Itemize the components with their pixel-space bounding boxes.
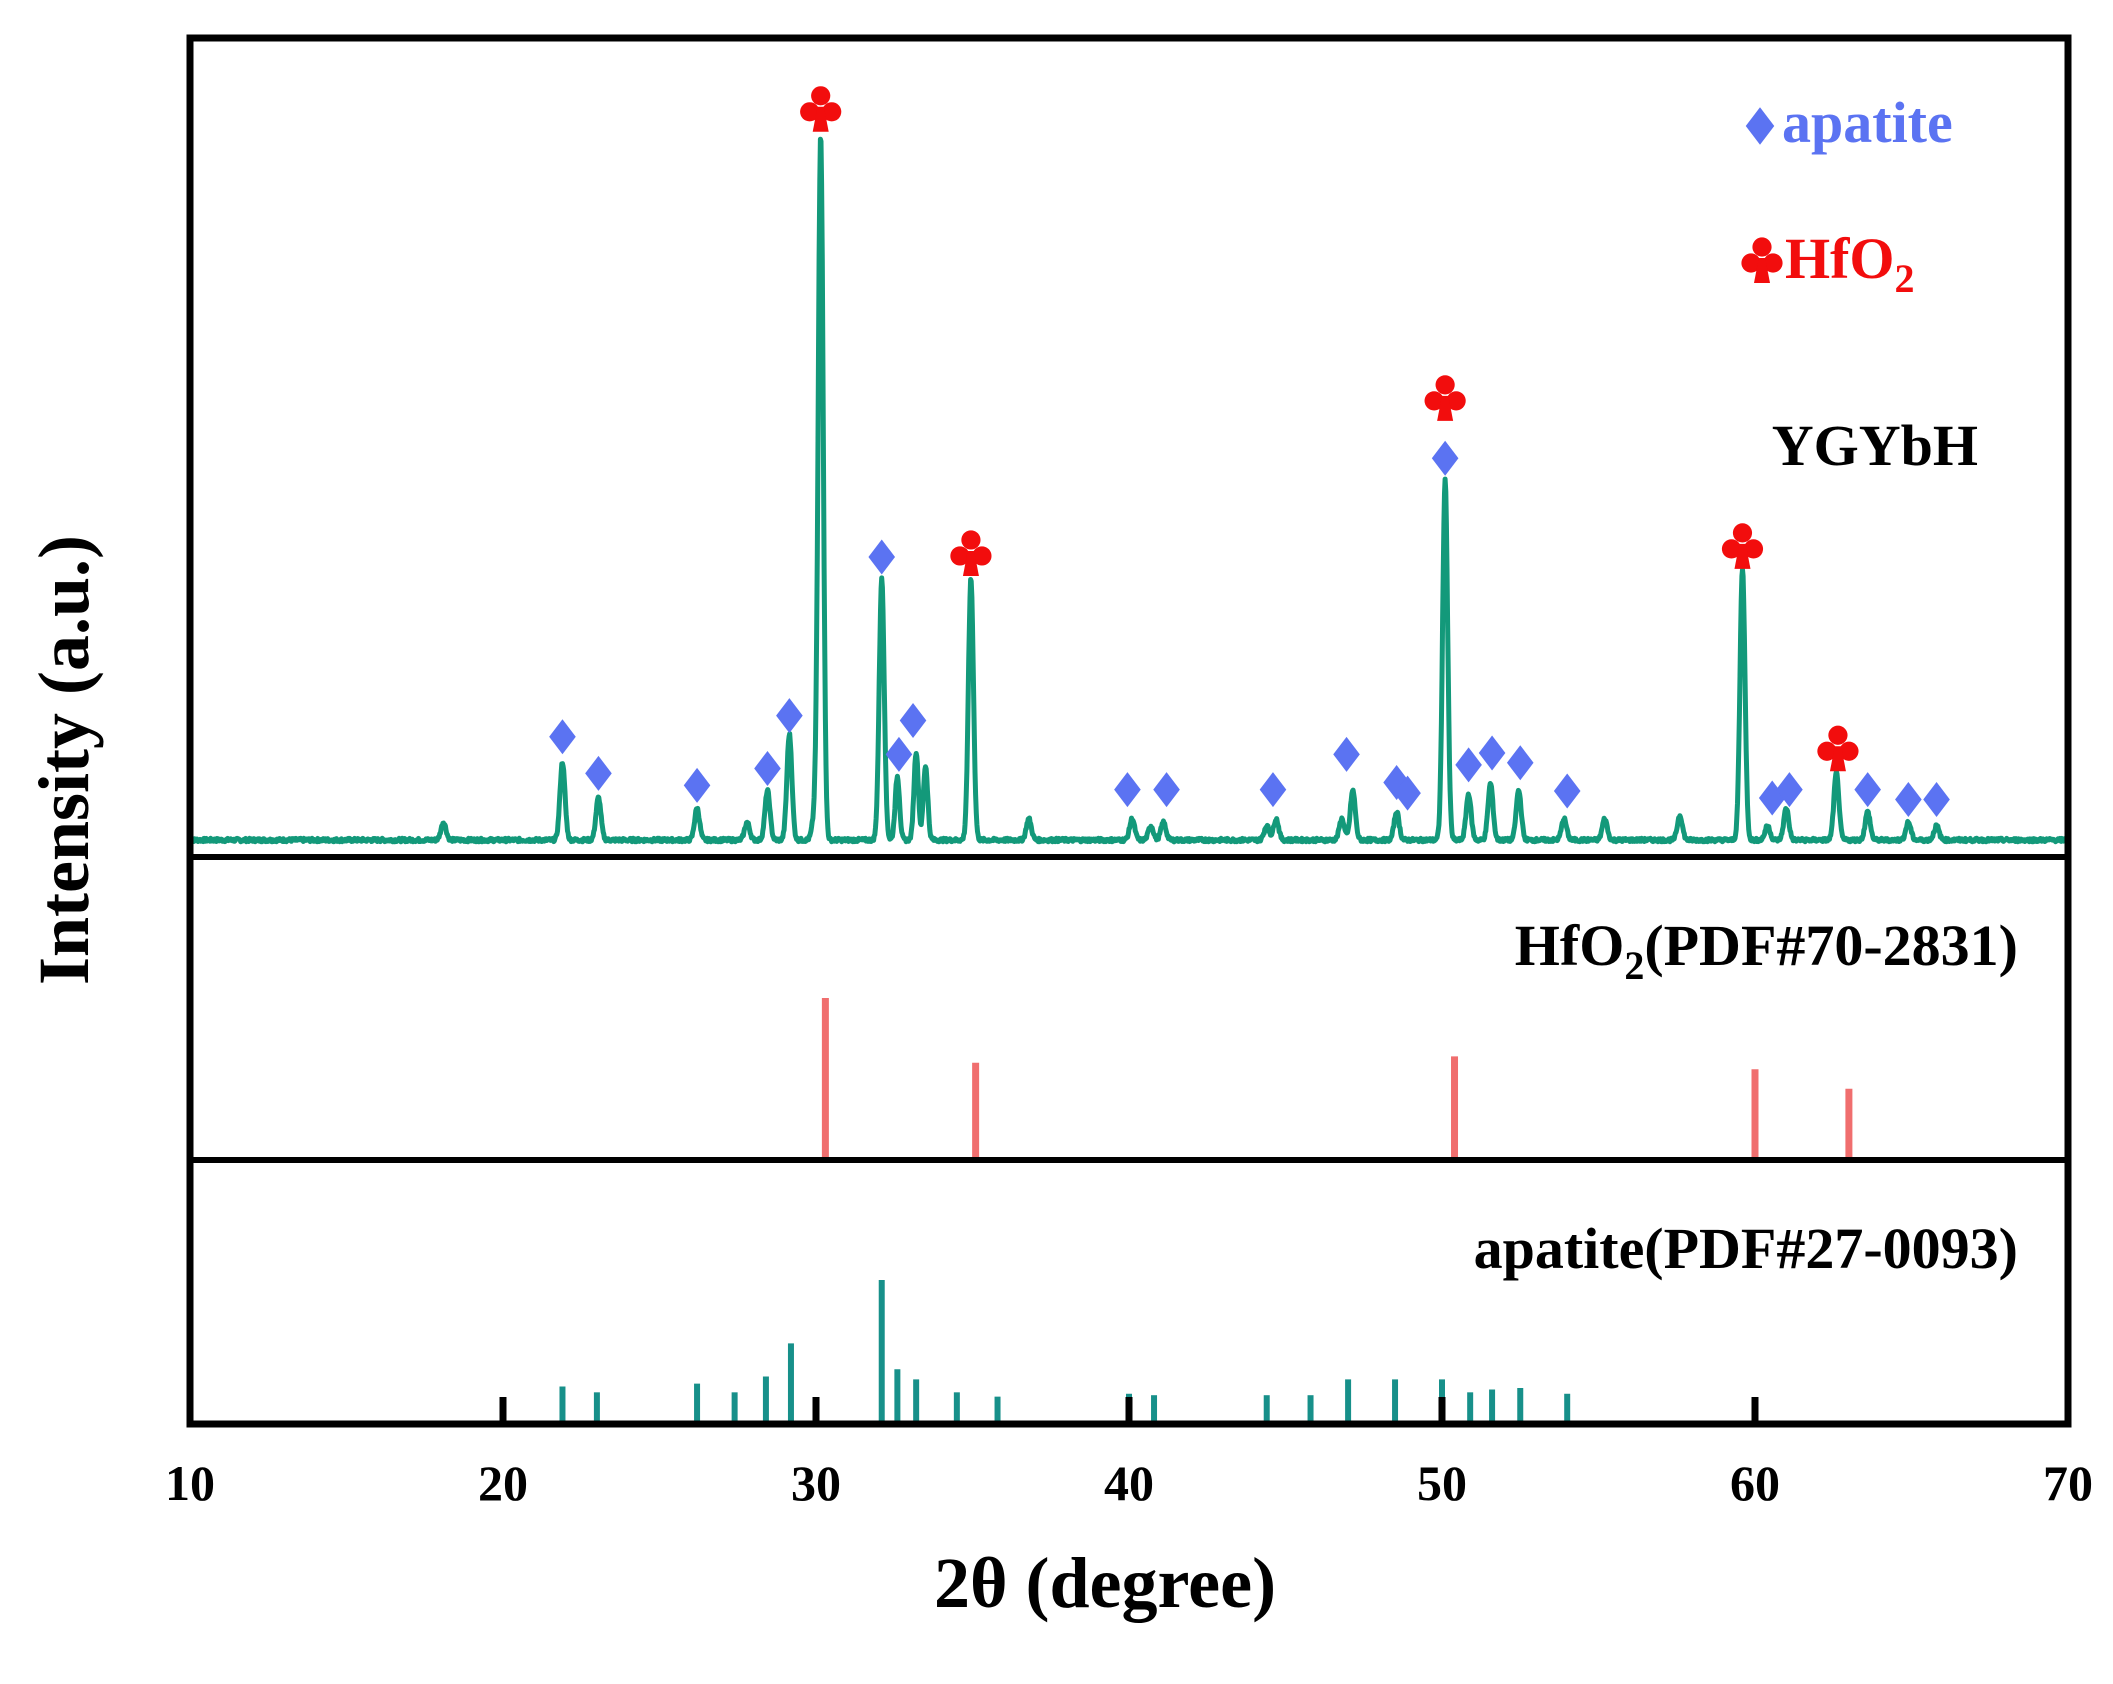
phase-markers: [549, 86, 1950, 817]
apatite-marker: [885, 736, 913, 772]
x-axis-title: 2θ (degree): [934, 1543, 1276, 1623]
apatite-marker: [683, 767, 711, 803]
apatite-marker: [1333, 736, 1360, 772]
legend-apatite-label: apatite: [1782, 90, 1953, 155]
x-tick-label: 30: [791, 1455, 841, 1511]
apatite-marker: [1455, 747, 1482, 783]
hfo2-marker: [1817, 725, 1859, 772]
x-tick-label: 40: [1104, 1455, 1154, 1511]
apatite-marker: [1478, 735, 1506, 771]
apatite-marker: [1153, 772, 1180, 808]
hfo2-marker: [1721, 523, 1764, 569]
panel-label-apatite-ref: apatite(PDF#27-0093): [1474, 1216, 2018, 1281]
hfo2-marker: [950, 530, 992, 576]
legend: apatite HfO2: [1741, 90, 1953, 301]
apatite-marker: [776, 698, 803, 734]
x-tick-label: 50: [1417, 1455, 1467, 1511]
club-icon: [1741, 237, 1783, 283]
apatite-marker: [1895, 781, 1922, 817]
x-ticks: [186, 1397, 2072, 1424]
apatite-marker: [1506, 745, 1534, 781]
legend-hfo2-label: HfO2: [1785, 226, 1915, 301]
panel-label-hfo2-ref: HfO2(PDF#70-2831): [1515, 913, 2018, 988]
apatite-marker: [1553, 773, 1581, 809]
apatite-marker: [1114, 772, 1141, 808]
x-tick-label: 20: [478, 1455, 528, 1511]
hfo2-marker: [1424, 375, 1466, 421]
apatite-marker: [1776, 772, 1803, 808]
x-tick-label: 60: [1730, 1455, 1780, 1511]
apatite-marker: [754, 750, 781, 786]
hfo2-marker: [800, 86, 842, 132]
y-axis-title: Intensity (a.u.): [24, 535, 104, 985]
x-tick-labels: 10 20 30 40 50 60 70: [165, 1455, 2093, 1511]
apatite-marker: [549, 719, 576, 755]
reference-sticks: [559, 998, 1853, 1424]
apatite-marker: [1394, 775, 1421, 811]
apatite-marker: [868, 539, 896, 575]
panel-label-ygybh: YGYbH: [1772, 413, 1978, 478]
apatite-marker: [1259, 772, 1287, 808]
x-tick-label: 10: [165, 1455, 215, 1511]
apatite-marker: [1854, 772, 1881, 808]
diamond-icon: [1745, 107, 1775, 145]
apatite-marker: [585, 755, 612, 791]
apatite-marker: [899, 703, 927, 739]
x-tick-label: 70: [2043, 1455, 2093, 1511]
apatite-marker: [1923, 781, 1950, 817]
ygybh-trace-line: [188, 136, 2071, 845]
apatite-marker: [1431, 440, 1459, 476]
